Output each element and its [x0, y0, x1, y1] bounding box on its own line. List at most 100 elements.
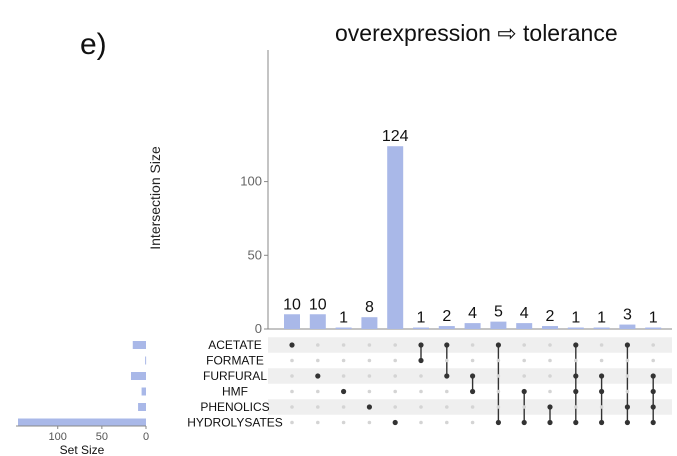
matrix-dot-inactive	[419, 374, 423, 378]
matrix-dot-active	[599, 373, 605, 379]
bar-value-label: 124	[382, 128, 409, 145]
bar-value-label: 1	[571, 310, 580, 327]
matrix-dot-active	[366, 404, 372, 410]
y-axis-title: Intersection Size	[147, 146, 163, 250]
matrix-dot-inactive	[496, 389, 501, 394]
matrix-dot-active	[624, 404, 631, 410]
set-size-tick-label: 100	[49, 431, 67, 443]
intersection-bar	[593, 327, 610, 329]
matrix-dot-inactive	[393, 343, 398, 347]
matrix-dot-active	[547, 419, 553, 426]
panel-letter: e)	[80, 28, 107, 61]
bar-value-label: 5	[494, 304, 503, 321]
matrix-dot-inactive	[548, 343, 552, 347]
matrix-dot-inactive	[470, 343, 475, 347]
matrix-dot-inactive	[290, 374, 294, 378]
bar-value-label: 1	[597, 310, 606, 327]
matrix-dot-inactive	[419, 420, 423, 425]
matrix-dot-active	[650, 404, 656, 410]
matrix-dot-active	[470, 373, 476, 379]
matrix-dot-active	[418, 342, 424, 348]
set-label: ACETATE	[208, 338, 262, 352]
matrix-dot-inactive	[419, 389, 423, 394]
chart-title: overexpression ⇨ tolerance	[335, 20, 618, 46]
bar-value-label: 1	[339, 310, 348, 327]
set-size-bar	[130, 372, 146, 380]
bar-value-label: 2	[546, 308, 555, 325]
intersection-bar	[542, 326, 558, 329]
matrix-dot-inactive	[496, 405, 501, 409]
matrix-dot-inactive	[341, 374, 346, 378]
bar-value-label: 4	[468, 305, 477, 322]
matrix-dot-inactive	[367, 389, 372, 394]
matrix-dot-active	[444, 373, 450, 379]
y-tick-label: 100	[240, 174, 262, 189]
matrix-dot-inactive	[599, 405, 604, 409]
matrix-dot-inactive	[316, 358, 320, 363]
matrix-dot-inactive	[522, 405, 526, 409]
matrix-dot-active	[521, 388, 527, 395]
matrix-dot-inactive	[651, 358, 655, 363]
set-size-tick-label: 0	[143, 431, 149, 443]
matrix-dot-inactive	[393, 374, 398, 378]
bar-value-label: 1	[649, 310, 658, 327]
set-size-bar	[138, 403, 146, 411]
y-tick-label: 0	[255, 321, 262, 336]
matrix-dot-inactive	[393, 389, 398, 394]
matrix-dot-active	[495, 342, 501, 348]
matrix-dot-inactive	[341, 420, 346, 425]
matrix-dot-active	[444, 342, 450, 348]
matrix-dot-active	[392, 419, 398, 426]
intersection-bar	[438, 326, 455, 329]
matrix-dot-active	[573, 373, 579, 379]
set-label: HMF	[222, 385, 248, 399]
set-size-bar	[145, 356, 147, 365]
matrix-dot-active	[573, 419, 579, 426]
bar-value-label: 2	[442, 308, 451, 325]
matrix-dot-inactive	[419, 405, 423, 409]
intersection-bar	[361, 317, 378, 329]
matrix-dot-inactive	[470, 420, 475, 425]
y-tick-label: 50	[248, 247, 262, 262]
intersection-bar	[567, 327, 584, 329]
matrix-dot-inactive	[316, 405, 320, 409]
matrix-dot-active	[573, 388, 579, 395]
matrix-dot-inactive	[651, 343, 655, 347]
intersection-bar	[309, 314, 326, 329]
matrix-dot-inactive	[290, 420, 294, 425]
set-size-bar	[141, 387, 146, 396]
matrix-dot-inactive	[445, 358, 449, 363]
matrix-dot-inactive	[548, 389, 552, 394]
matrix-dot-inactive	[522, 358, 526, 363]
set-label: FORMATE	[206, 354, 264, 368]
matrix-dot-inactive	[599, 343, 604, 347]
matrix-dot-active	[341, 388, 347, 395]
set-label: PHENOLICS	[200, 400, 269, 414]
matrix-dot-active	[470, 388, 476, 395]
matrix-dot-inactive	[367, 420, 372, 425]
set-label: FURFURAL	[203, 369, 267, 383]
matrix-dot-inactive	[522, 374, 526, 378]
matrix-dot-inactive	[470, 405, 475, 409]
matrix-dot-active	[599, 388, 605, 395]
matrix-dot-active	[650, 419, 656, 426]
matrix-dot-inactive	[367, 343, 372, 347]
set-size-tick-label: 50	[96, 431, 108, 443]
bar-value-label: 10	[309, 296, 327, 313]
matrix-dot-active	[624, 419, 631, 426]
matrix-dot-inactive	[341, 358, 346, 363]
matrix-dot-active	[289, 342, 295, 348]
intersection-bar	[284, 314, 300, 329]
matrix-dot-inactive	[341, 405, 346, 409]
matrix-dot-active	[418, 357, 424, 364]
set-size-bar	[18, 418, 146, 427]
matrix-dot-active	[315, 373, 321, 379]
matrix-dot-inactive	[470, 358, 475, 363]
matrix-dot-inactive	[574, 405, 578, 409]
matrix-dot-inactive	[290, 389, 294, 394]
matrix-dot-inactive	[445, 389, 449, 394]
set-size-title: Set Size	[60, 443, 105, 456]
intersection-bar	[413, 327, 429, 329]
matrix-dot-active	[547, 404, 553, 410]
